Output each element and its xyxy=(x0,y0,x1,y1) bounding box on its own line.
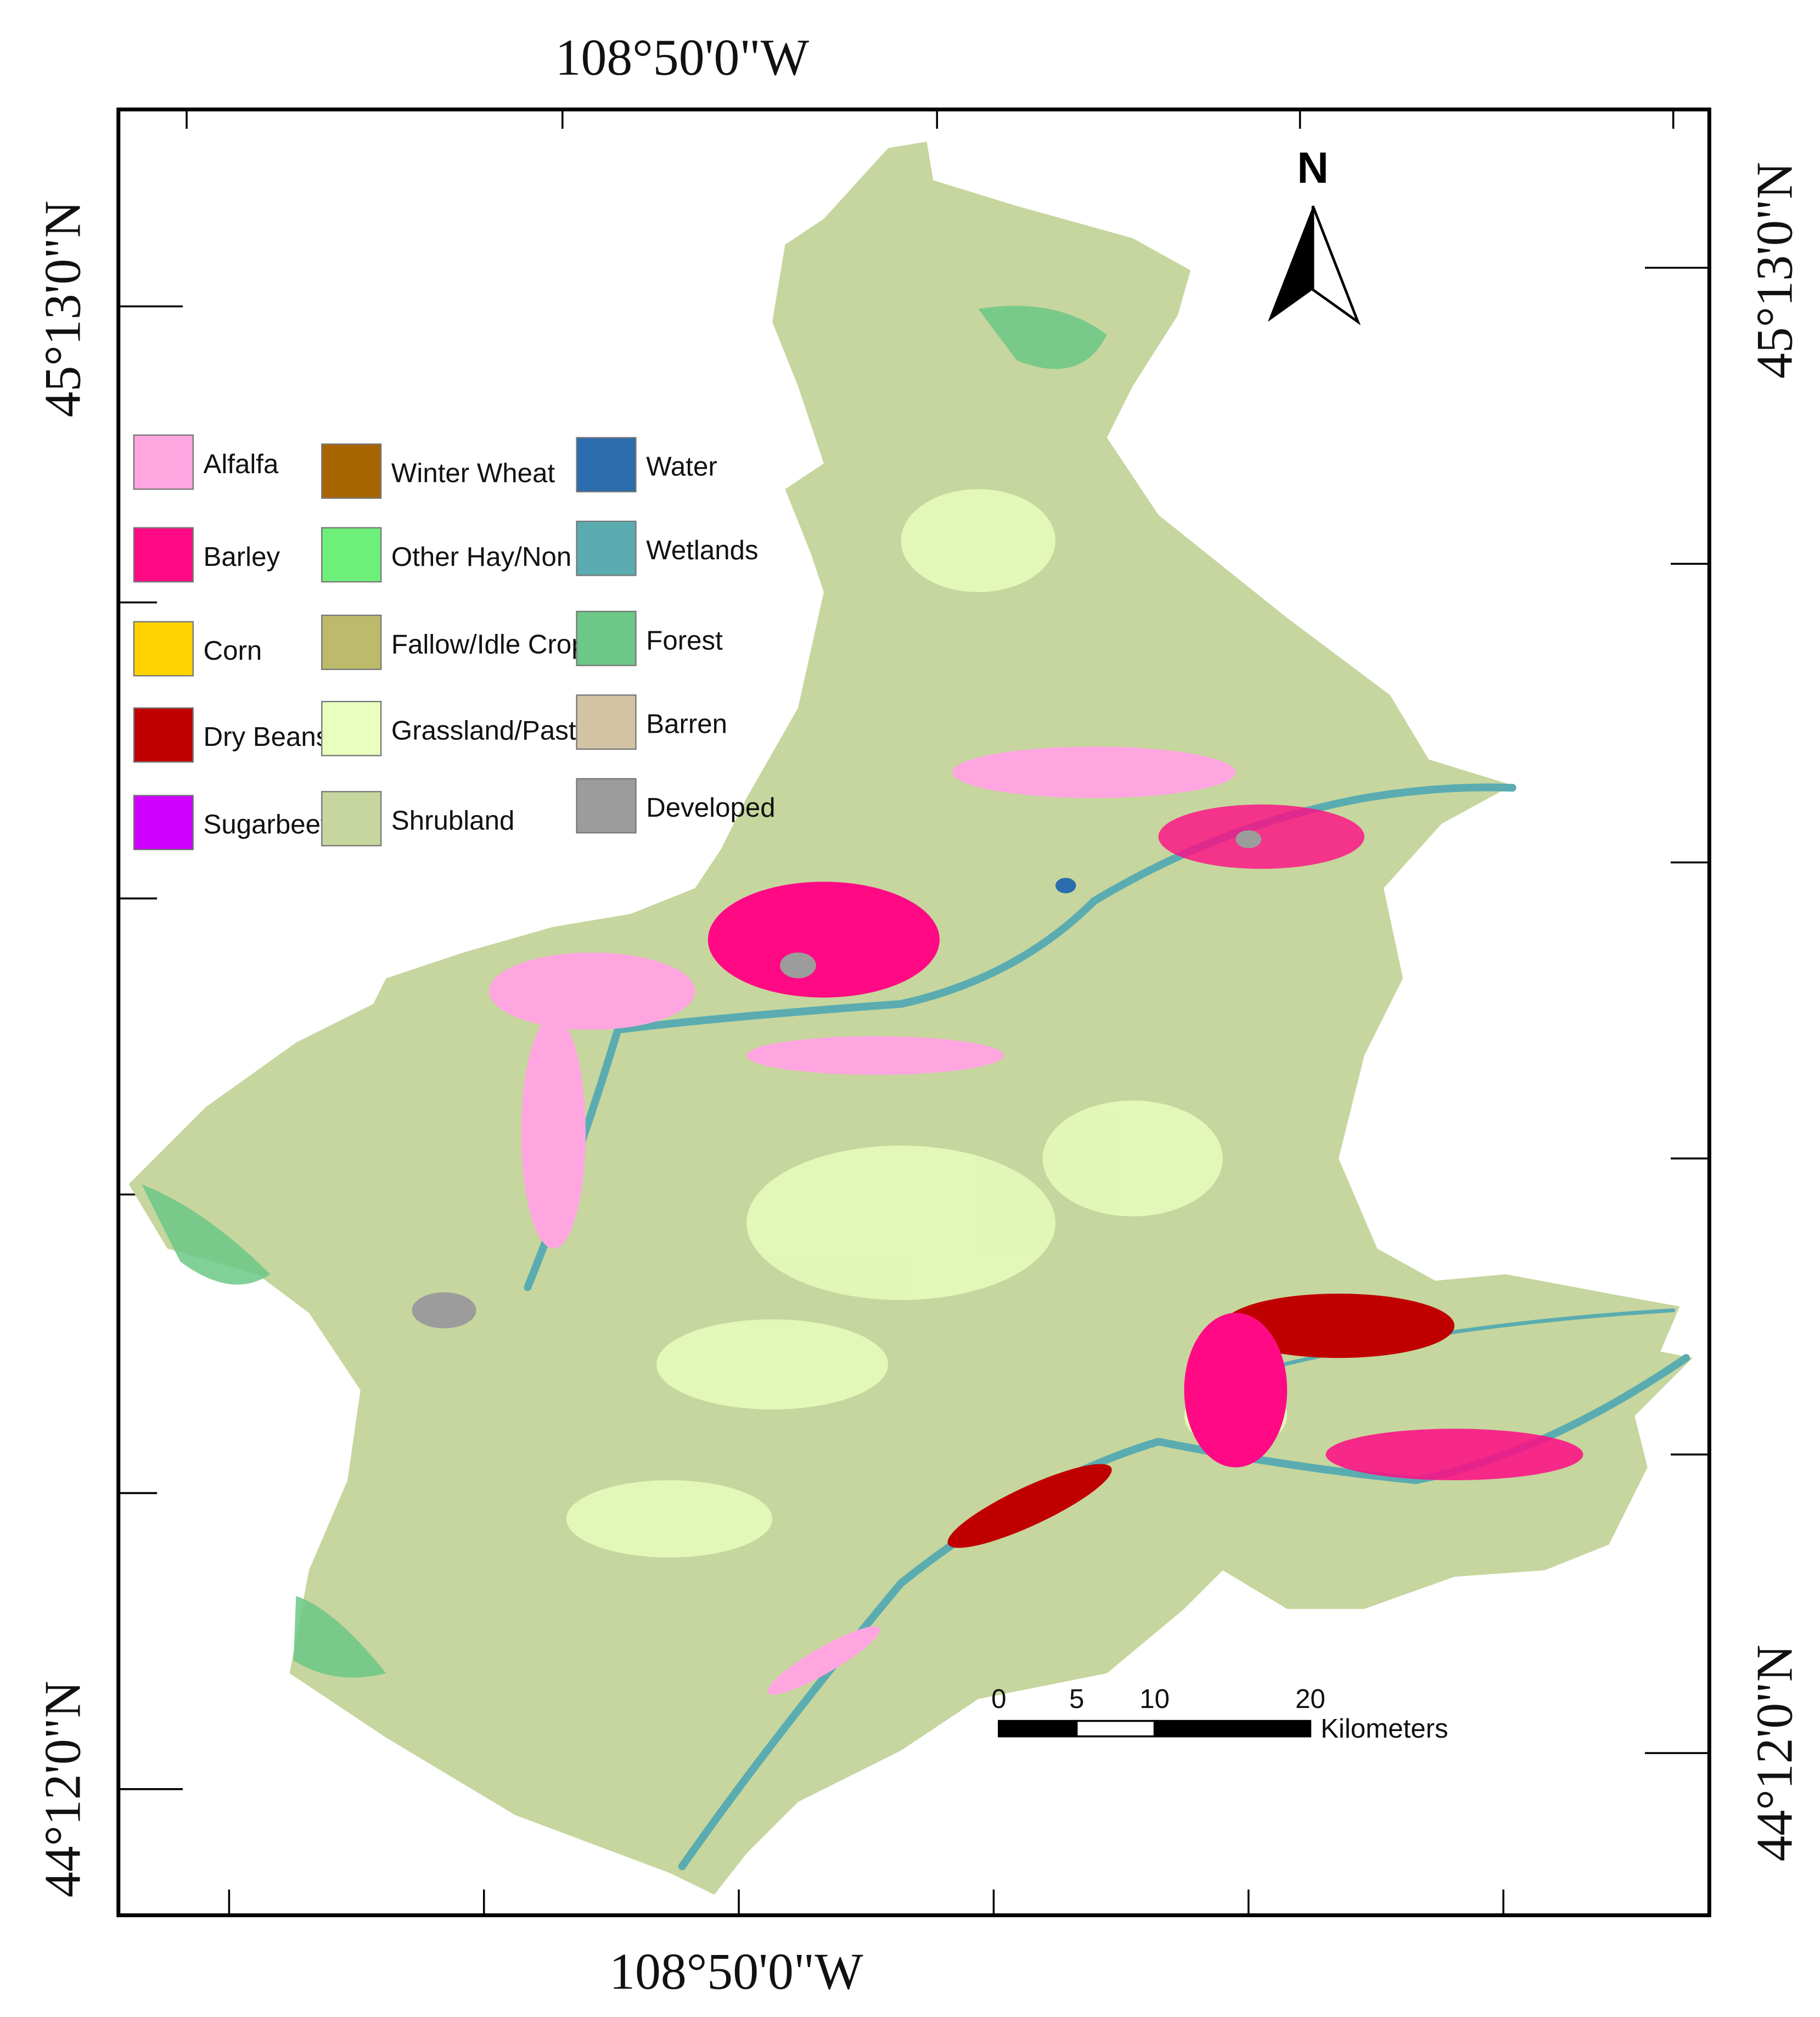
legend-swatch xyxy=(321,527,382,583)
river xyxy=(524,783,1516,1291)
developed-area xyxy=(1235,830,1262,849)
legend-swatch xyxy=(133,707,194,763)
legend-swatch xyxy=(321,614,382,670)
legend-label: Barren xyxy=(646,709,727,739)
scale-unit: Kilometers xyxy=(1321,1713,1448,1744)
legend-swatch xyxy=(576,778,637,834)
grassland-patch xyxy=(901,489,1055,592)
crop-area xyxy=(1222,1293,1454,1358)
legend-label: Corn xyxy=(204,636,262,666)
crop-area xyxy=(489,952,695,1030)
legend-swatch xyxy=(321,701,382,756)
bottom-longitude-label: 108°50'0"W xyxy=(609,1943,863,2000)
right-latitude-label: 44°12'0"N xyxy=(1746,1645,1803,1862)
legend-label: Water xyxy=(646,452,717,482)
scale-segment xyxy=(1153,1720,1312,1738)
north-label: N xyxy=(1297,143,1329,192)
right-latitude-label: 45°13'0"N xyxy=(1746,162,1803,379)
forest-patch xyxy=(978,306,1107,369)
legend-label: Other Hay/Non Alf xyxy=(391,542,609,572)
scale-tick-label: 0 xyxy=(991,1684,1006,1714)
legend-label: Alfalfa xyxy=(204,449,279,479)
legend-label: Barley xyxy=(204,542,280,572)
legend-swatch xyxy=(133,434,194,490)
right-ticks xyxy=(1645,267,1710,1754)
grassland-patch xyxy=(746,1145,1055,1300)
crop-area xyxy=(746,1036,1004,1075)
legend-swatch xyxy=(576,437,637,493)
forest-patch xyxy=(293,1596,386,1678)
forest-patches xyxy=(141,306,1107,1678)
forest-patch xyxy=(141,1184,271,1285)
developed-area xyxy=(412,1292,476,1329)
crop-area xyxy=(707,881,940,998)
scale-tick-label: 10 xyxy=(1139,1684,1170,1714)
land-area xyxy=(128,142,1693,1895)
scale-segment xyxy=(1075,1720,1156,1738)
crop-area xyxy=(1184,1313,1288,1468)
crop-area xyxy=(1158,804,1364,869)
top-longitude-label: 108°50'0"W xyxy=(555,29,810,86)
legend-swatch xyxy=(576,520,637,576)
crop-area xyxy=(952,746,1236,799)
water-body xyxy=(1055,878,1076,894)
left-latitude-label: 45°13'0"N xyxy=(34,200,91,417)
top-ticks xyxy=(186,109,1675,129)
crop-area xyxy=(767,1626,880,1695)
legend-label: Developed xyxy=(646,793,775,823)
scale-tick-label: 20 xyxy=(1295,1684,1325,1714)
grassland-patch xyxy=(566,1480,773,1558)
legend-swatch xyxy=(321,791,382,847)
legend-swatch xyxy=(133,795,194,851)
left-latitude-label: 44°12'0"N xyxy=(34,1681,91,1897)
legend-label: Fallow/Idle Cropl xyxy=(391,629,593,659)
grassland-patch xyxy=(656,1319,889,1410)
shrubland-base xyxy=(128,142,1693,1895)
crop-area xyxy=(947,1464,1112,1548)
legend-label: Dry Beans xyxy=(204,722,330,752)
scale-segment xyxy=(998,1720,1078,1738)
legend-swatch xyxy=(576,610,637,666)
crop-area xyxy=(521,1016,586,1249)
legend-label: Shrubland xyxy=(391,806,514,836)
grassland-patch xyxy=(1042,1100,1223,1217)
legend-label: Wetlands xyxy=(646,535,758,565)
legend-label: Forest xyxy=(646,625,723,655)
crop-area xyxy=(1325,1429,1583,1480)
legend: Alfalfa Barley Corn Dry Beans Sugarbeets Wint… xyxy=(133,434,776,851)
legend-swatch xyxy=(321,443,382,499)
crop-areas xyxy=(412,746,1583,1695)
legend-label: Sugarbeets xyxy=(204,810,342,840)
legend-swatch xyxy=(133,621,194,677)
scale-tick-label: 5 xyxy=(1069,1684,1084,1714)
legend-swatch xyxy=(576,694,637,750)
legend-label: Winter Wheat xyxy=(391,458,555,488)
developed-area xyxy=(780,952,816,979)
north-arrow-right xyxy=(1311,205,1361,325)
bottom-ticks xyxy=(228,1889,1504,1915)
legend-swatch xyxy=(133,527,194,583)
